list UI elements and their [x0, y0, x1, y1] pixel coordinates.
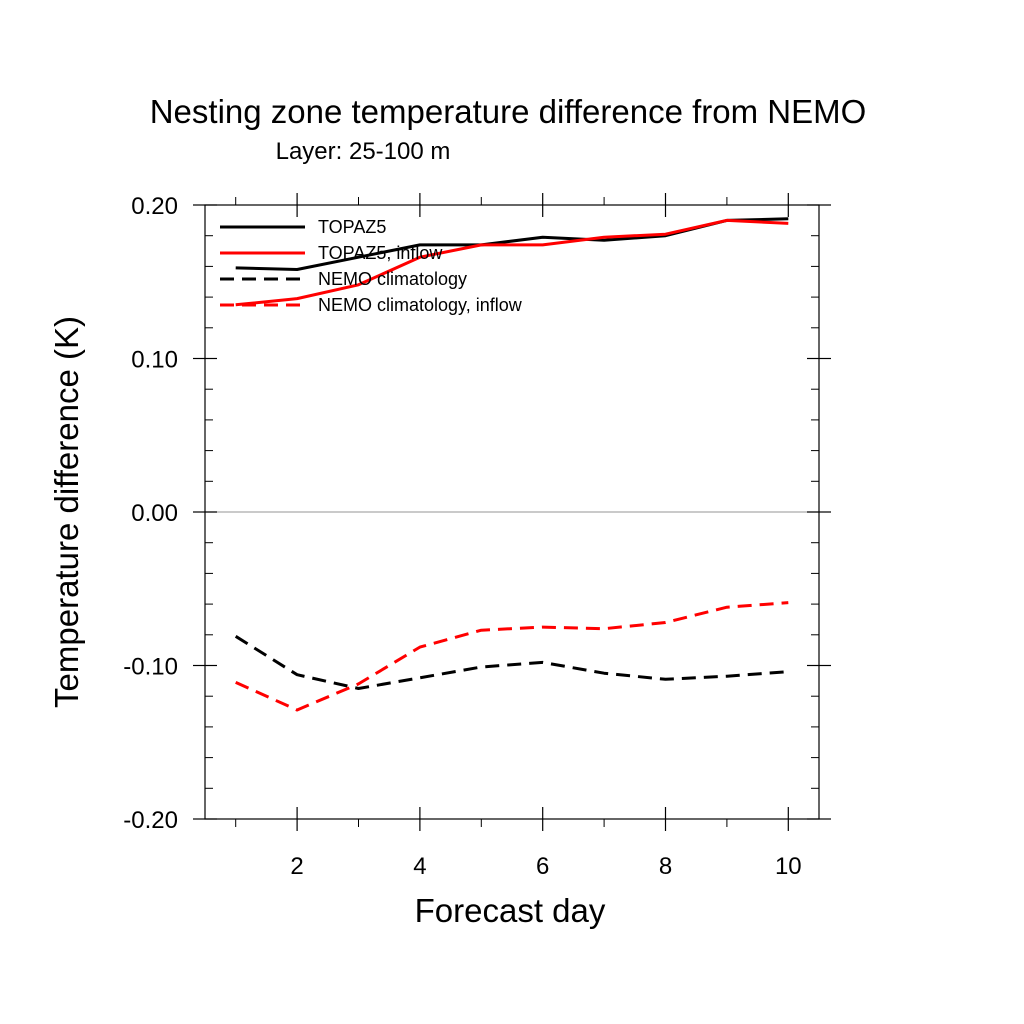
- plot-area: 2 4 6 8 10-0.20-0.100.000.100.20TOPAZ5TOPAZ5…: [123, 193, 831, 880]
- y-tick-label: -0.10: [123, 654, 178, 681]
- legend-label-4: NEMO climatology, inflow: [318, 295, 523, 315]
- legend-label-1: TOPAZ5: [318, 217, 386, 237]
- x-tick-label: 4: [413, 853, 426, 880]
- x-tick-label: 2: [290, 853, 303, 880]
- series-line-4: [235, 601, 789, 712]
- x-axis-title: Forecast day: [415, 892, 606, 929]
- chart-title: Nesting zone temperature difference from…: [150, 93, 867, 130]
- series-line-2: [235, 218, 789, 307]
- x-tick-label: 6: [536, 853, 549, 880]
- legend-label-2: TOPAZ5, inflow: [318, 243, 443, 263]
- y-tick-label: 0.20: [131, 193, 178, 220]
- y-tick-label: 0.00: [131, 500, 178, 527]
- x-tick-label: 10: [775, 853, 802, 880]
- x-tick-label: 8: [659, 853, 672, 880]
- series-line-3: [234, 635, 789, 690]
- y-tick-label: -0.20: [123, 807, 178, 834]
- y-tick-label: 0.10: [131, 347, 178, 374]
- plot-frame: [204, 204, 820, 820]
- y-axis-title: Temperature difference (K): [48, 316, 85, 708]
- chart-subtitle: Layer: 25-100 m: [276, 138, 451, 165]
- legend-label-3: NEMO climatology: [318, 269, 467, 289]
- legend: TOPAZ5 TOPAZ5, inflow NEMO climatology NEMO…: [220, 217, 523, 315]
